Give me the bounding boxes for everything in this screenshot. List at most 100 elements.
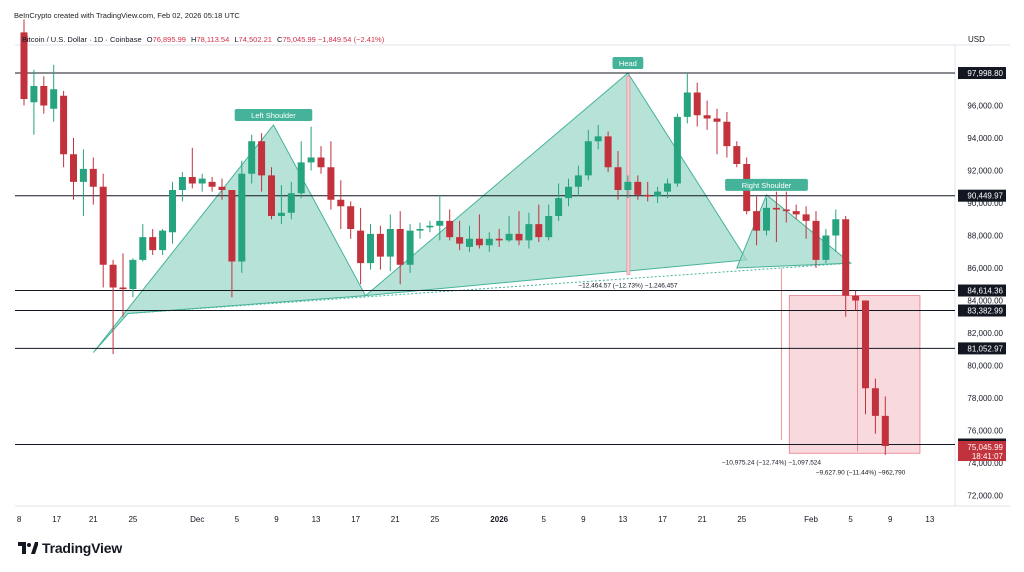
candle-44	[456, 220, 464, 251]
pattern-label-text-0: Left Shoulder	[251, 111, 296, 120]
candle-body-36	[376, 233, 384, 257]
candle-body-66	[673, 116, 681, 184]
candle-82	[832, 209, 840, 252]
candle-body-8	[99, 186, 107, 265]
candle-52	[535, 204, 543, 242]
low-label: L	[234, 35, 239, 44]
x-tick-3: 25	[128, 515, 137, 524]
close-label: C	[277, 35, 283, 44]
tradingview-logo[interactable]: TradingView	[18, 540, 122, 556]
candle-64	[654, 186, 662, 203]
y-tick-4: 80,000.00	[967, 362, 1003, 371]
y-tick-11: 94,000.00	[967, 134, 1003, 143]
candle-body-81	[822, 235, 830, 260]
candle-3	[50, 64, 58, 122]
candle-32	[337, 180, 345, 229]
x-tick-11: 2026	[490, 515, 508, 524]
candle-9	[109, 259, 117, 355]
candle-body-13	[149, 237, 157, 251]
candle-body-20	[218, 186, 226, 190]
candle-19	[208, 177, 216, 192]
candle-1	[30, 69, 38, 135]
open-value: 76,895.99	[152, 35, 186, 44]
candle-body-33	[347, 206, 355, 229]
candle-body-11	[129, 259, 137, 290]
candle-36	[376, 225, 384, 270]
candle-79	[802, 206, 810, 239]
candle-58	[594, 125, 602, 150]
candle-body-63	[644, 194, 652, 197]
pattern-label-1: Head	[612, 57, 644, 70]
candle-85	[862, 300, 869, 415]
x-tick-9: 21	[391, 515, 400, 524]
high-value: 78,113.54	[196, 35, 230, 44]
candle-body-50	[515, 233, 523, 241]
candle-body-30	[317, 157, 325, 168]
candle-10	[119, 253, 127, 317]
candle-body-16	[178, 177, 186, 190]
currency-label[interactable]: USD	[968, 35, 985, 44]
candle-body-39	[406, 230, 414, 265]
candle-14	[159, 229, 167, 255]
candle-27	[287, 181, 295, 220]
price-change: −1,849.54 (−2.41%)	[317, 35, 385, 44]
last-price-bg	[958, 441, 1006, 462]
candle-86	[871, 378, 879, 434]
candle-40	[416, 222, 424, 239]
x-tick-20: 9	[888, 515, 893, 524]
candle-body-7	[89, 168, 97, 187]
candle-body-82	[832, 219, 840, 236]
candle-body-5	[70, 154, 77, 182]
x-tick-1: 17	[52, 515, 61, 524]
tradingview-brand: TradingView	[42, 540, 123, 556]
candle-body-31	[327, 167, 335, 200]
candle-body-67	[683, 92, 691, 117]
level-tag-0: 97,998.80	[958, 67, 1006, 80]
x-tick-21: 13	[925, 515, 934, 524]
candle-13	[149, 229, 157, 255]
candle-62	[634, 175, 642, 200]
candle-body-15	[169, 190, 176, 233]
candle-75	[763, 198, 770, 236]
candle-body-9	[109, 264, 117, 288]
level-tag-2: 84,614.36	[958, 284, 1006, 297]
x-tick-0: 8	[17, 515, 22, 524]
candle-body-0	[20, 32, 28, 99]
candle-body-80	[812, 220, 820, 260]
candle-50	[515, 211, 523, 246]
candle-56	[574, 165, 582, 197]
x-tick-7: 13	[312, 515, 321, 524]
y-tick-6: 84,000.00	[967, 297, 1003, 306]
candle-body-49	[505, 233, 513, 241]
candle-body-42	[436, 220, 444, 226]
candle-body-38	[396, 229, 404, 265]
symbol-name: Bitcoin / U.S. Dollar · 1D · Coinbase	[22, 35, 142, 44]
tradingview-logo-icon	[18, 542, 38, 554]
candle-body-85	[862, 300, 869, 389]
pattern-label-2: Right Shoulder	[725, 178, 808, 191]
pattern-label-text-2: Right Shoulder	[742, 181, 792, 190]
candle-5	[70, 138, 77, 200]
symbol-legend: Bitcoin / U.S. Dollar · 1D · Coinbase O7…	[22, 35, 384, 44]
candle-70	[713, 108, 721, 155]
candle-71	[723, 112, 731, 158]
level-tag-text-4: 81,052.97	[967, 344, 1003, 353]
candle-body-86	[871, 388, 879, 416]
candle-20	[218, 178, 226, 200]
candle-body-72	[733, 146, 741, 164]
candle-body-6	[79, 168, 87, 182]
candle-body-23	[248, 141, 256, 174]
candle-body-26	[277, 212, 285, 216]
candle-body-43	[446, 220, 454, 238]
candle-2	[40, 76, 48, 114]
candle-61	[624, 175, 632, 199]
candle-body-19	[208, 181, 216, 187]
candle-body-51	[525, 224, 533, 241]
x-tick-10: 25	[430, 515, 439, 524]
candle-body-41	[426, 225, 434, 228]
level-tag-text-2: 84,614.36	[967, 287, 1003, 296]
level-tag-text-3: 83,382.99	[967, 307, 1003, 316]
candle-body-79	[802, 214, 810, 221]
